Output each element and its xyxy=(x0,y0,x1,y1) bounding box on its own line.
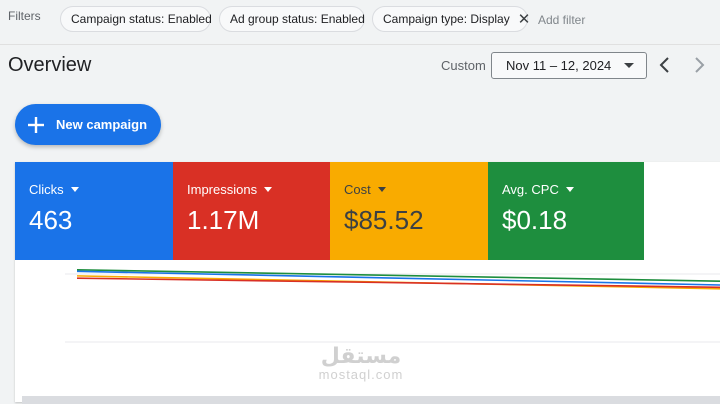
filter-chip-ad-group-status[interactable]: Ad group status: Enabled xyxy=(219,6,365,32)
new-campaign-button[interactable]: New campaign xyxy=(15,104,161,145)
metric-label-row: Cost xyxy=(344,182,488,197)
plus-icon xyxy=(28,116,44,133)
metric-label-row: Impressions xyxy=(187,182,330,197)
page-title: Overview xyxy=(8,54,92,76)
divider xyxy=(0,44,720,45)
date-range-value: Nov 11 – 12, 2024 xyxy=(506,58,612,73)
date-range-type-label: Custom xyxy=(441,58,486,73)
performance-card: Clicks 463 Impressions 1.17M Cost $85.52… xyxy=(15,162,720,402)
chevron-down-icon xyxy=(624,63,634,68)
metric-label: Impressions xyxy=(187,182,258,197)
new-campaign-label: New campaign xyxy=(56,117,148,132)
filter-chip-campaign-type[interactable]: Campaign type: Display ✕ xyxy=(372,6,531,32)
metric-value: $85.52 xyxy=(344,205,424,235)
chart-series-line-3 xyxy=(76,277,720,289)
watermark-arabic: مستقل xyxy=(320,344,402,369)
filter-chip-label: Ad group status: Enabled xyxy=(230,12,365,26)
metric-label-row: Clicks xyxy=(29,182,173,197)
metric-cost[interactable]: Cost $85.52 xyxy=(330,162,488,260)
chevron-right-icon[interactable] xyxy=(688,54,710,76)
watermark-latin: mostaql.com xyxy=(318,367,404,382)
metric-label: Clicks xyxy=(29,182,64,197)
date-range-select[interactable]: Nov 11 – 12, 2024 xyxy=(491,52,647,79)
caret-down-icon xyxy=(565,187,574,192)
metric-label: Cost xyxy=(344,182,371,197)
metric-label: Avg. CPC xyxy=(502,182,559,197)
chevron-left-icon[interactable] xyxy=(654,54,676,76)
close-icon[interactable]: ✕ xyxy=(517,10,531,28)
filter-bar: Filters Campaign status: Enabled Ad grou… xyxy=(0,0,720,40)
metric-impressions[interactable]: Impressions 1.17M xyxy=(173,162,330,260)
caret-down-icon xyxy=(70,187,79,192)
metric-value: 463 xyxy=(29,205,73,235)
add-filter-link[interactable]: Add filter xyxy=(538,13,586,27)
filter-chip-label: Campaign type: Display xyxy=(383,12,510,26)
metric-avg-cpc[interactable]: Avg. CPC $0.18 xyxy=(488,162,644,260)
metric-clicks[interactable]: Clicks 463 xyxy=(15,162,173,260)
metric-value: $0.18 xyxy=(502,205,568,235)
horizontal-scrollbar[interactable] xyxy=(22,396,720,404)
performance-line-chart xyxy=(65,269,720,343)
watermark-logo: مستقل mostaql.com xyxy=(316,346,406,382)
filters-label: Filters xyxy=(8,9,41,23)
chart-series-line-1 xyxy=(76,270,720,286)
metric-value: 1.17M xyxy=(187,205,260,235)
caret-down-icon xyxy=(377,187,386,192)
caret-down-icon xyxy=(264,187,273,192)
chart-series-line-0 xyxy=(76,269,720,282)
filter-chip-label: Campaign status: Enabled xyxy=(71,12,212,26)
filter-chip-campaign-status[interactable]: Campaign status: Enabled xyxy=(60,6,212,32)
metric-label-row: Avg. CPC xyxy=(502,182,644,197)
